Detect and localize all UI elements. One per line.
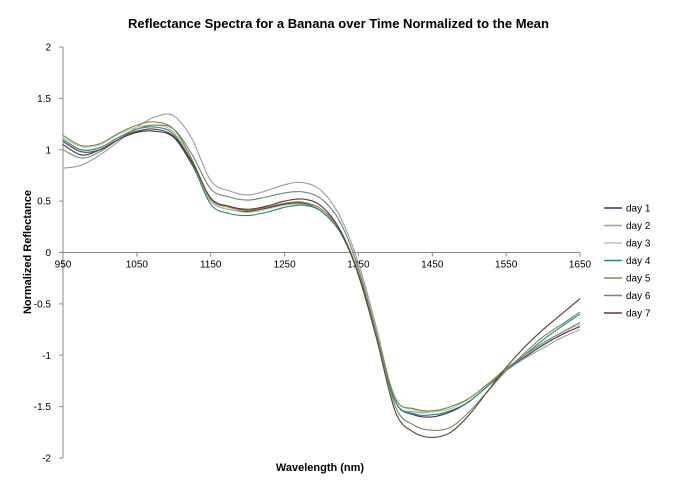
legend-label: day 7 <box>626 309 651 320</box>
y-tick-label: 1.5 <box>37 94 51 105</box>
y-tick-label: 0.5 <box>37 197 51 208</box>
y-tick-label: 0 <box>45 248 51 259</box>
x-tick-label: 1250 <box>273 260 296 271</box>
legend: day 1 day 2 day 3 day 4 day 5 day 6 day 7 <box>604 204 651 320</box>
series-layer <box>62 113 581 438</box>
series-line-day-4 <box>62 126 581 416</box>
y-tick-label: -2 <box>42 454 51 465</box>
chart-title: Reflectance Spectra for a Banana over Ti… <box>128 16 549 31</box>
y-tick-label: 2 <box>45 43 51 54</box>
x-tick-label: 1050 <box>126 260 149 271</box>
x-tick-label: 1150 <box>200 260 222 271</box>
x-tick-label: 1650 <box>569 260 592 271</box>
y-tick-label: -0.5 <box>34 299 52 310</box>
y-tick-label: -1.5 <box>34 402 52 413</box>
series-line-day-6 <box>62 124 581 431</box>
series-line-day-5 <box>62 121 581 412</box>
y-tick-label: -1 <box>42 351 51 362</box>
legend-label: day 1 <box>626 204 651 215</box>
legend-label: day 2 <box>626 221 651 232</box>
x-axis-title: Wavelength (nm) <box>276 462 365 474</box>
legend-label: day 4 <box>626 256 651 267</box>
y-tick-label: 1 <box>45 145 51 156</box>
y-axis-title: Normalized Reflectance <box>22 190 34 314</box>
legend-label: day 6 <box>626 291 651 302</box>
legend-label: day 3 <box>626 239 651 250</box>
series-line-day-7 <box>62 128 581 438</box>
x-tick-label: 1550 <box>495 260 518 271</box>
legend-label: day 5 <box>626 274 651 285</box>
x-tick-label: 950 <box>55 260 72 271</box>
x-tick-label: 1450 <box>421 260 444 271</box>
